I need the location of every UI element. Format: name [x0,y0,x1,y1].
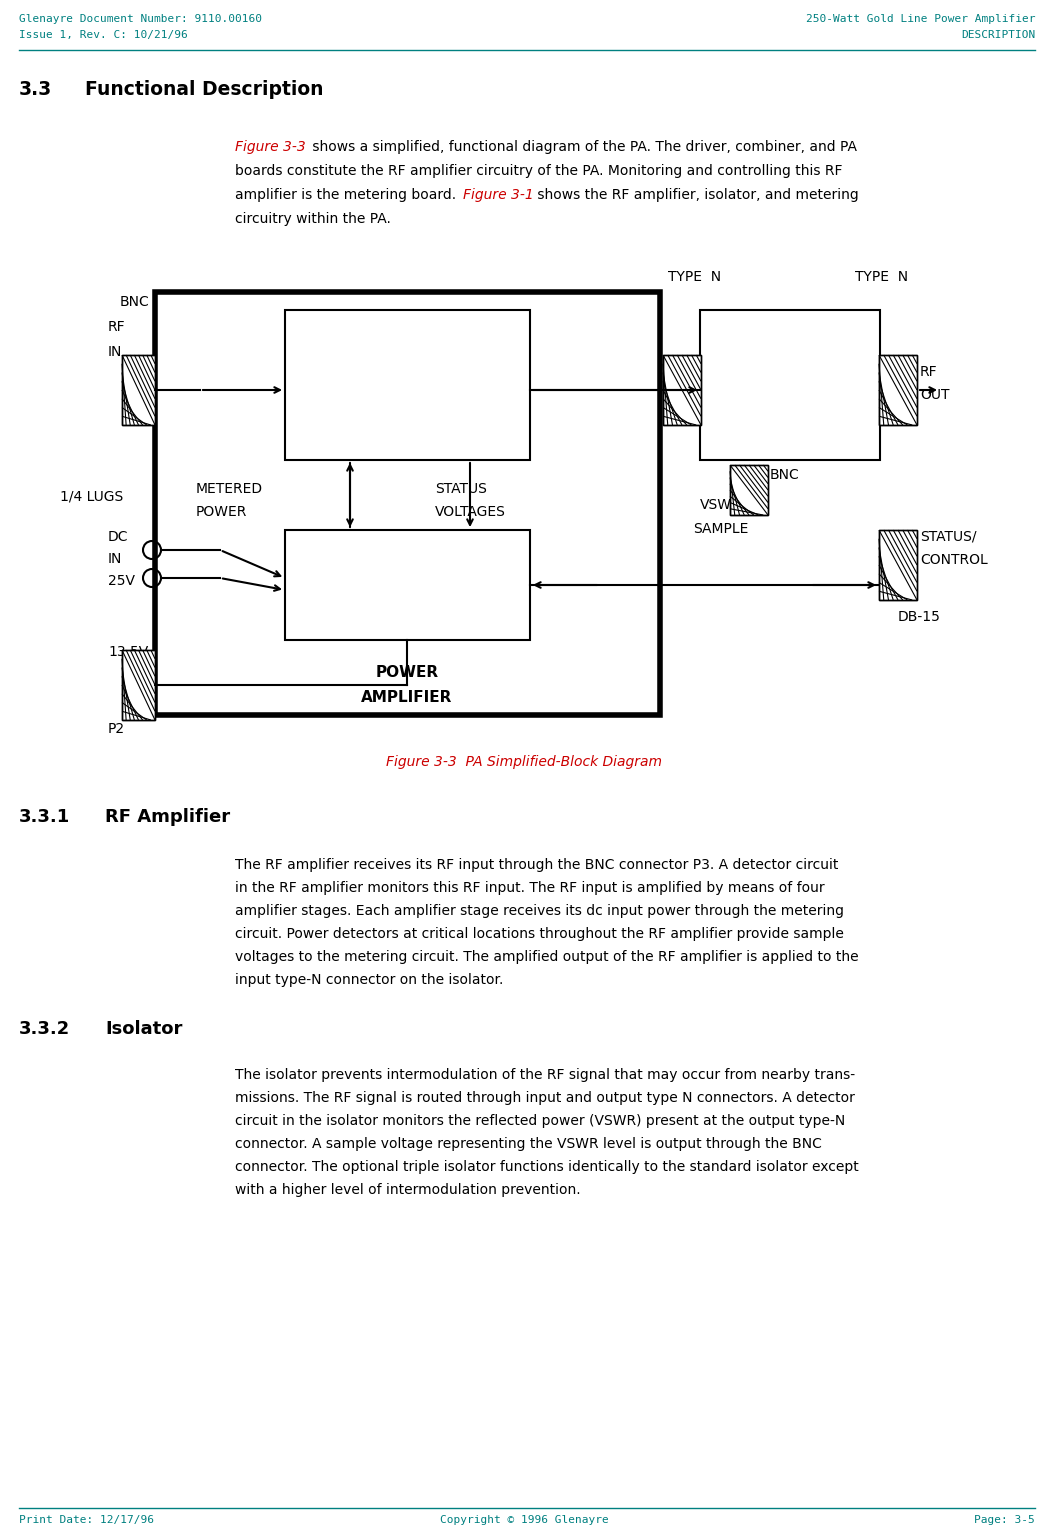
Text: POWER: POWER [376,666,438,679]
Bar [879,530,917,599]
Text: DB-15: DB-15 [898,610,941,624]
Text: connector. The optional triple isolator functions identically to the standard is: connector. The optional triple isolator … [235,1160,859,1174]
Text: Issue 1, Rev. C: 10/21/96: Issue 1, Rev. C: 10/21/96 [19,31,188,40]
Text: The isolator prevents intermodulation of the RF signal that may occur from nearb: The isolator prevents intermodulation of… [235,1068,855,1082]
Text: METERING: METERING [367,572,447,587]
Text: circuit in the isolator monitors the reflected power (VSWR) present at the outpu: circuit in the isolator monitors the ref… [235,1114,845,1128]
Text: Functional Description: Functional Description [85,80,323,98]
Text: P2: P2 [108,722,125,736]
Text: circuit. Power detectors at critical locations throughout the RF amplifier provi: circuit. Power detectors at critical loc… [235,927,843,941]
Text: shows a simplified, functional diagram of the PA. The driver, combiner, and PA: shows a simplified, functional diagram o… [308,140,857,154]
Text: DESCRIPTION: DESCRIPTION [961,31,1035,40]
Bar [663,355,701,426]
Bar [122,650,155,719]
Text: Figure 3-1: Figure 3-1 [463,188,534,201]
Text: ISOLATOR: ISOLATOR [752,364,829,380]
Text: RF Amplifier: RF Amplifier [105,808,230,825]
Text: 3.3.1: 3.3.1 [19,808,70,825]
Bar [122,355,155,426]
Text: VOLTAGES: VOLTAGES [435,506,506,520]
Bar [730,466,768,515]
Text: Isolator: Isolator [105,1021,183,1037]
Text: The RF amplifier receives its RF input through the BNC connector P3. A detector : The RF amplifier receives its RF input t… [235,858,838,871]
Text: voltages to the metering circuit. The amplified output of the RF amplifier is ap: voltages to the metering circuit. The am… [235,950,859,964]
Text: 3.3: 3.3 [19,80,52,98]
Text: AMPLIFIER: AMPLIFIER [367,370,447,384]
Text: amplifier is the metering board.: amplifier is the metering board. [235,188,461,201]
Bar [879,355,917,426]
Text: OUT: OUT [920,387,949,403]
Text: 250-Watt Gold Line Power Amplifier: 250-Watt Gold Line Power Amplifier [806,14,1035,25]
Text: VSWR: VSWR [700,498,742,512]
Bar [285,310,530,460]
Text: RF: RF [920,364,938,380]
Bar [700,310,880,460]
Text: BNC: BNC [120,295,150,309]
Text: 25V: 25V [108,573,135,589]
Text: Figure 3-3  PA Simplified-Block Diagram: Figure 3-3 PA Simplified-Block Diagram [386,755,662,768]
Bar [155,292,660,715]
Bar [879,530,917,599]
Text: 3.3.2: 3.3.2 [19,1021,70,1037]
Text: IN: IN [108,552,123,566]
Text: SAMPLE: SAMPLE [693,523,748,536]
Text: CONTROL: CONTROL [920,553,988,567]
Text: IN: IN [108,344,123,360]
Text: Figure 3-3: Figure 3-3 [235,140,305,154]
Bar [730,466,768,515]
Text: circuitry within the PA.: circuitry within the PA. [235,212,391,226]
Bar [285,530,530,639]
Bar [122,355,155,426]
Bar [879,355,917,426]
Bar [663,355,701,426]
Text: with a higher level of intermodulation prevention.: with a higher level of intermodulation p… [235,1183,581,1197]
Text: 1/4 LUGS: 1/4 LUGS [60,490,123,504]
Bar [122,650,155,719]
Text: shows the RF amplifier, isolator, and metering: shows the RF amplifier, isolator, and me… [533,188,859,201]
Text: amplifier stages. Each amplifier stage receives its dc input power through the m: amplifier stages. Each amplifier stage r… [235,904,844,918]
Text: boards constitute the RF amplifier circuitry of the PA. Monitoring and controlli: boards constitute the RF amplifier circu… [235,164,842,178]
Text: input type-N connector on the isolator.: input type-N connector on the isolator. [235,973,504,987]
Text: TYPE  N: TYPE N [668,271,721,284]
Text: DC: DC [108,530,128,544]
Text: Print Date: 12/17/96: Print Date: 12/17/96 [19,1515,154,1525]
Text: RF: RF [398,344,416,360]
Text: TYPE  N: TYPE N [855,271,908,284]
Text: connector. A sample voltage representing the VSWR level is output through the BN: connector. A sample voltage representing… [235,1137,821,1151]
Text: METERED: METERED [196,483,263,496]
Text: missions. The RF signal is routed through input and output type N connectors. A : missions. The RF signal is routed throug… [235,1091,855,1105]
Text: RF: RF [108,320,126,334]
Text: POWER: POWER [196,506,248,520]
Text: STATUS/: STATUS/ [920,530,977,544]
Text: in the RF amplifier monitors this RF input. The RF input is amplified by means o: in the RF amplifier monitors this RF inp… [235,881,825,895]
Text: Glenayre Document Number: 9110.00160: Glenayre Document Number: 9110.00160 [19,14,262,25]
Text: STATUS: STATUS [435,483,487,496]
Text: BNC: BNC [770,467,799,483]
Text: 13.5V: 13.5V [108,646,148,659]
Text: AMPLIFIER: AMPLIFIER [361,690,453,705]
Text: Copyright © 1996 Glenayre: Copyright © 1996 Glenayre [440,1515,608,1525]
Text: Page: 3-5: Page: 3-5 [975,1515,1035,1525]
